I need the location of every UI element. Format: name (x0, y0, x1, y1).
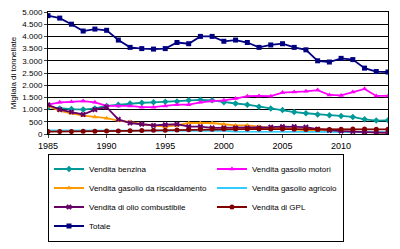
svg-text:2010: 2010 (331, 141, 351, 151)
svg-text:1.500: 1.500 (22, 93, 43, 102)
svg-text:1995: 1995 (155, 141, 175, 151)
svg-text:500: 500 (29, 118, 43, 127)
svg-text:2.500: 2.500 (22, 69, 43, 78)
svg-text:4.000: 4.000 (22, 32, 43, 41)
svg-text:Vendita di olio combustibile: Vendita di olio combustibile (89, 203, 186, 212)
svg-text:Totale: Totale (89, 222, 111, 231)
svg-text:3.500: 3.500 (22, 44, 43, 53)
svg-text:1990: 1990 (97, 141, 117, 151)
svg-text:Vendita gasolio da riscaldamen: Vendita gasolio da riscaldamento (89, 184, 207, 193)
svg-text:5.000: 5.000 (22, 8, 43, 17)
svg-text:0: 0 (38, 130, 43, 139)
svg-text:Vendita gasolio motori: Vendita gasolio motori (252, 165, 331, 174)
svg-text:2005: 2005 (272, 141, 292, 151)
svg-text:4.500: 4.500 (22, 20, 43, 29)
svg-text:1.000: 1.000 (22, 105, 43, 114)
svg-text:Vendita gasolio agricolo: Vendita gasolio agricolo (252, 184, 337, 193)
svg-text:2.000: 2.000 (22, 81, 43, 90)
svg-text:3.000: 3.000 (22, 57, 43, 66)
svg-text:Vendita benzina: Vendita benzina (89, 165, 146, 174)
svg-text:2000: 2000 (214, 141, 234, 151)
svg-text:1985: 1985 (38, 141, 58, 151)
svg-text:Migliaia di tonnellate: Migliaia di tonnellate (9, 36, 18, 109)
svg-text:Vendita di GPL: Vendita di GPL (252, 203, 306, 212)
